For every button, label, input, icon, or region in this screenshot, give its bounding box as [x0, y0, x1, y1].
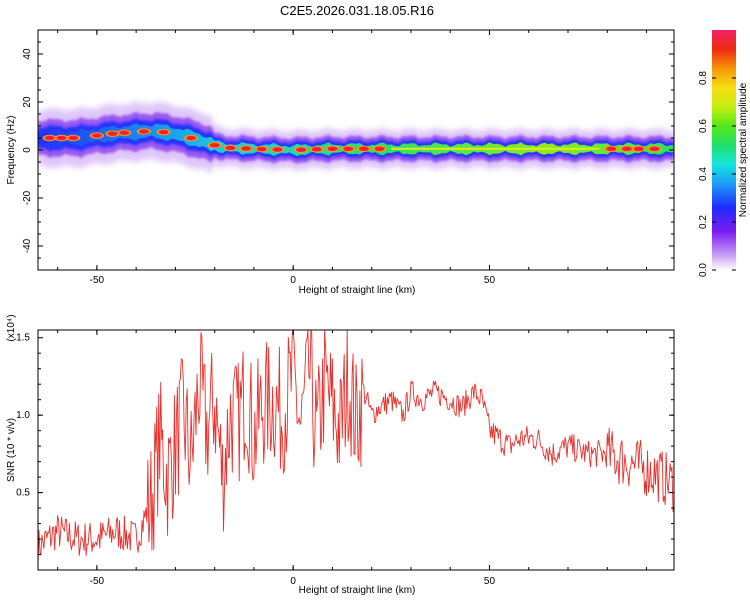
snr-y-label: SNR (10 * v/v) [6, 418, 17, 482]
snr-panel: -50 0 50 0.5 1.0 1.5 Height of straight line… [6, 314, 675, 596]
snr-x-ticks: -50 0 50 [57, 330, 648, 587]
hotspot [209, 143, 220, 148]
y-tick-label: 0.5 [16, 488, 30, 499]
snr-frame [37, 329, 675, 571]
spectrogram-heatmap [38, 101, 674, 174]
hotspot [311, 147, 322, 152]
y-tick-label: -40 [22, 238, 33, 253]
snr-series-line [38, 330, 674, 566]
colorbar-label: Normalized spectral amplitude [738, 82, 749, 217]
x-tick-label: -50 [90, 275, 105, 286]
figure-title: C2E5.2026.031.18.05.R16 [280, 3, 434, 18]
y-tick-label: -20 [22, 190, 33, 205]
ridge-streak [391, 147, 600, 150]
colorbar-tick-label: 0.8 [698, 71, 709, 85]
y-tick-label: 20 [22, 96, 33, 108]
x-tick-label: -50 [90, 576, 105, 587]
hotspot [107, 131, 118, 136]
spectrogram-x-ticks: -50 0 50 [57, 30, 648, 286]
spectrogram-x-label: Height of straight line (km) [299, 285, 416, 296]
colorbar-gradient [712, 30, 736, 270]
hotspot [606, 146, 617, 151]
hotspot [633, 146, 644, 151]
spectrogram-panel: -50 0 50 -40 -20 0 20 40 Height of straight li… [6, 29, 675, 296]
x-tick-label: 0 [290, 576, 296, 587]
hotspot [621, 146, 632, 151]
hotspot [327, 146, 338, 151]
hotspot [91, 133, 102, 138]
hotspot [374, 146, 385, 151]
hotspot [186, 135, 197, 141]
y-tick-label: 1.0 [16, 410, 30, 421]
hotspot [241, 146, 252, 151]
hotspot [272, 147, 283, 152]
y-tick-label: 1.5 [16, 333, 30, 344]
x-tick-label: 50 [484, 576, 496, 587]
hotspot [68, 135, 79, 141]
spectrogram-y-label: Frequency (Hz) [6, 116, 17, 185]
colorbar: 0.0 0.2 0.4 0.6 0.8 Normalized spectral ampl… [698, 30, 749, 277]
hotspot [44, 135, 55, 141]
hotspot [649, 146, 660, 151]
x-tick-label: 0 [290, 275, 296, 286]
snr-y-ticks: 0.5 1.0 1.5 [16, 333, 674, 556]
colorbar-ticks: 0.0 0.2 0.4 0.6 0.8 [698, 71, 736, 277]
y-tick-label: 40 [22, 48, 33, 60]
hotspot [158, 129, 169, 135]
hotspot [139, 129, 149, 134]
spectrogram-y-ticks: -40 -20 0 20 40 [22, 29, 674, 271]
snr-x-label: Height of straight line (km) [299, 585, 416, 596]
hotspot [358, 146, 369, 151]
snr-y-multiplier: (x10⁴) [6, 314, 17, 341]
hotspot [56, 135, 67, 141]
hotspot [119, 130, 130, 135]
hotspot [256, 146, 267, 152]
hotspot [296, 147, 307, 152]
y-tick-label: 0 [22, 147, 33, 153]
colorbar-tick-label: 0.4 [698, 167, 709, 181]
colorbar-tick-label: 0.6 [698, 119, 709, 133]
x-tick-label: 50 [484, 275, 496, 286]
colorbar-tick-label: 0.2 [698, 215, 709, 229]
colorbar-tick-label: 0.0 [698, 263, 709, 277]
hotspot [225, 145, 236, 151]
hotspot [343, 146, 354, 151]
